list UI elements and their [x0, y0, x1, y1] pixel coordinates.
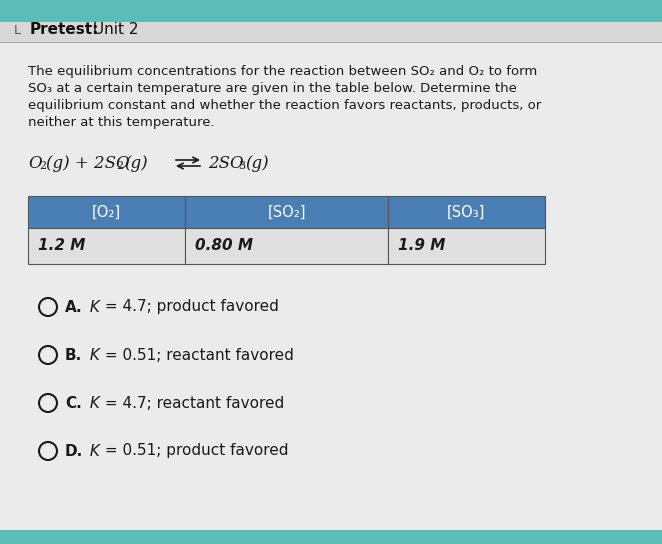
Bar — [388, 228, 545, 264]
Text: K: K — [85, 443, 100, 459]
Text: C.: C. — [65, 395, 81, 411]
Text: (g): (g) — [245, 155, 269, 172]
Text: = 4.7; reactant favored: = 4.7; reactant favored — [100, 395, 284, 411]
Bar — [185, 228, 388, 264]
Bar — [185, 196, 388, 228]
Bar — [28, 228, 185, 264]
Text: Unit 2: Unit 2 — [88, 22, 138, 38]
Text: neither at this temperature.: neither at this temperature. — [28, 116, 214, 129]
Text: L: L — [14, 23, 21, 36]
Text: The equilibrium concentrations for the reaction between SO₂ and O₂ to form: The equilibrium concentrations for the r… — [28, 65, 538, 78]
Text: 0.80 M: 0.80 M — [195, 238, 254, 254]
Bar — [388, 196, 545, 228]
Text: [SO₃]: [SO₃] — [447, 205, 485, 219]
Text: (g) + 2SO: (g) + 2SO — [46, 155, 130, 172]
Bar — [0, 530, 662, 544]
Text: (g): (g) — [124, 155, 148, 172]
Text: O: O — [28, 155, 42, 172]
Text: 1.2 M: 1.2 M — [38, 238, 85, 254]
Bar — [0, 22, 662, 42]
Text: Pretest:: Pretest: — [30, 22, 99, 38]
Text: = 0.51; product favored: = 0.51; product favored — [100, 443, 289, 459]
Text: K: K — [85, 300, 100, 314]
Text: = 4.7; product favored: = 4.7; product favored — [100, 300, 279, 314]
Text: equilibrium constant and whether the reaction favors reactants, products, or: equilibrium constant and whether the rea… — [28, 99, 542, 112]
Text: 2: 2 — [39, 161, 46, 171]
Text: K: K — [85, 395, 100, 411]
Text: 2SO: 2SO — [208, 155, 244, 172]
Text: [O₂]: [O₂] — [92, 205, 121, 219]
Text: D.: D. — [65, 443, 83, 459]
Text: B.: B. — [65, 348, 82, 362]
Text: A.: A. — [65, 300, 83, 314]
Text: SO₃ at a certain temperature are given in the table below. Determine the: SO₃ at a certain temperature are given i… — [28, 82, 517, 95]
Bar — [0, 42, 662, 44]
Text: [SO₂]: [SO₂] — [267, 205, 306, 219]
Text: 3: 3 — [238, 161, 245, 171]
Text: 1.9 M: 1.9 M — [398, 238, 445, 254]
Text: K: K — [85, 348, 100, 362]
Bar — [28, 196, 185, 228]
Bar — [0, 0, 662, 22]
Text: = 0.51; reactant favored: = 0.51; reactant favored — [100, 348, 294, 362]
Text: 2: 2 — [116, 161, 123, 171]
